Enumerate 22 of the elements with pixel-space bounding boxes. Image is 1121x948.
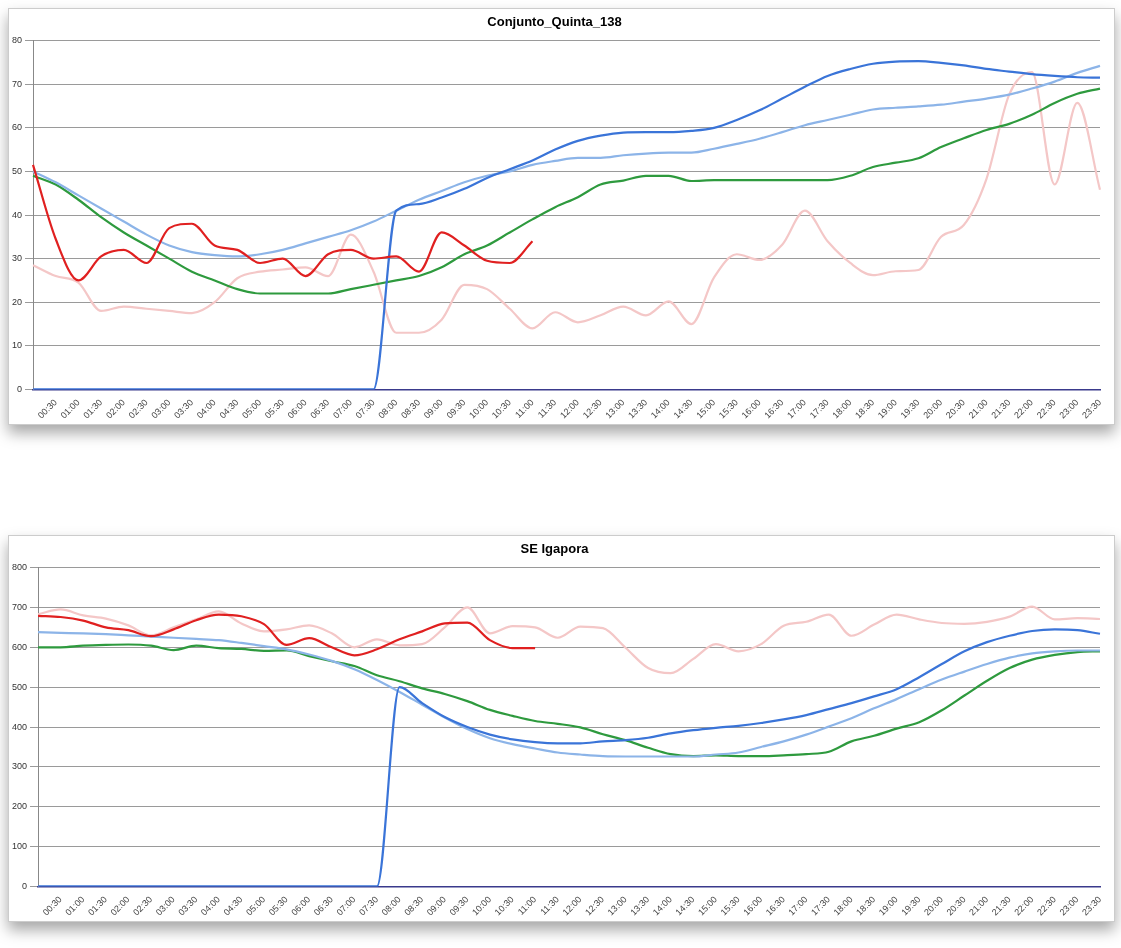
y-tick-label: 40: [12, 209, 23, 220]
y-tick-label: 500: [11, 681, 28, 692]
chart-title: SE Igapora: [520, 541, 590, 557]
y-tick-label: 50: [12, 165, 23, 176]
line-series: [36, 613, 537, 657]
y-tick-label: 80: [12, 35, 23, 46]
line-series: [31, 163, 534, 282]
chart-title: Conjunto_Quinta_138: [487, 14, 622, 30]
y-tick-label: 600: [11, 641, 28, 652]
y-tick-label: 60: [12, 122, 23, 133]
y-tick-label: 0: [22, 880, 28, 891]
y-tick-label: 300: [11, 761, 28, 772]
y-tick-label: 10: [12, 340, 23, 351]
y-tick-label: 100: [11, 841, 28, 852]
y-tick-label: 30: [12, 253, 23, 264]
y-tick-label: 800: [11, 562, 28, 573]
y-tick-label: 0: [17, 383, 23, 394]
y-tick-label: 400: [11, 721, 28, 732]
y-tick-label: 70: [12, 78, 23, 89]
y-tick-label: 700: [11, 601, 28, 612]
y-tick-label: 20: [12, 296, 23, 307]
y-tick-label: 200: [11, 801, 28, 812]
